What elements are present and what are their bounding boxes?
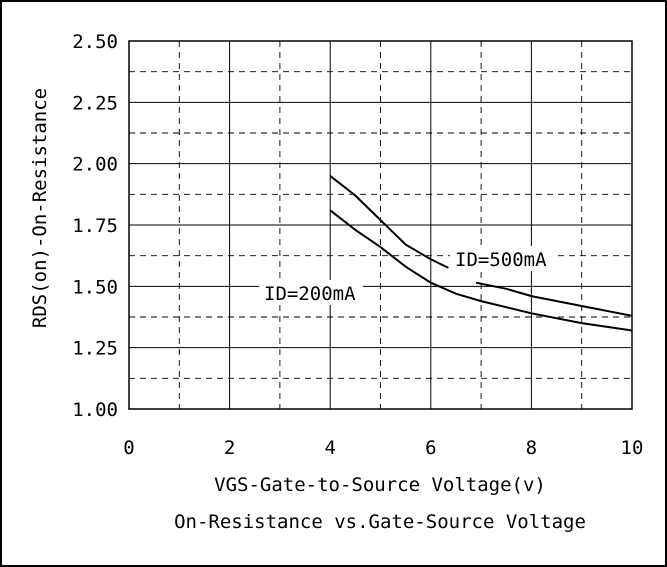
- annotation-background: [259, 280, 363, 305]
- x-tick-label: 2: [224, 437, 235, 459]
- y-tick-label: 2.25: [72, 92, 118, 114]
- y-tick-label: 1.00: [72, 399, 118, 421]
- series-label-id-200ma: ID=200mA: [264, 283, 356, 305]
- annotation-background: [450, 246, 554, 271]
- y-tick-label: 1.75: [72, 215, 118, 237]
- x-tick-label: 4: [324, 437, 335, 459]
- x-axis-label: VGS-Gate-to-Source Voltage(v): [214, 474, 546, 496]
- y-axis-label: RDS(on)-On-Resistance: [29, 88, 51, 328]
- x-tick-label: 6: [425, 437, 436, 459]
- plot-area: [128, 40, 633, 410]
- y-tick-labels: 1.00 1.25 1.50 1.75 2.00 2.25 2.50: [72, 31, 118, 421]
- y-tick-label: 1.50: [72, 276, 118, 298]
- series-line-id-500ma: [475, 281, 633, 317]
- x-tick-labels: 0 2 4 6 8 10: [123, 437, 643, 459]
- annotations: ID=500mA ID=200mA: [259, 246, 554, 305]
- y-tick-label: 2.50: [72, 31, 118, 53]
- series-label-id-500ma: ID=500mA: [455, 249, 547, 271]
- y-tick-label: 1.25: [72, 338, 118, 360]
- x-tick-label: 0: [123, 437, 134, 459]
- chart-title: On-Resistance vs.Gate-Source Voltage: [174, 511, 586, 533]
- y-tick-label: 2.00: [72, 154, 118, 176]
- series-line-id-200ma: [329, 209, 633, 332]
- x-tick-label: 10: [621, 437, 644, 459]
- series-lines: [329, 175, 633, 332]
- x-tick-label: 8: [526, 437, 537, 459]
- series-line-id-500ma: [329, 175, 449, 269]
